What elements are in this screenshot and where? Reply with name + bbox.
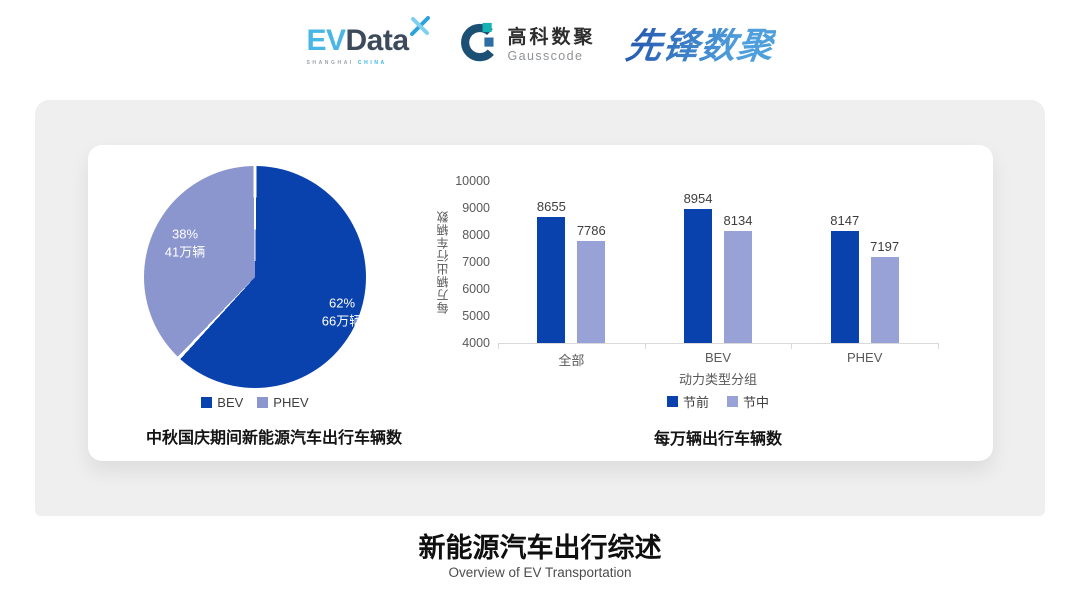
page-subtitle: Overview of EV Transportation: [448, 565, 632, 580]
bar-with-label: 8147: [830, 213, 859, 343]
evdata-tagline-shanghai: SHANGHAI: [306, 59, 354, 66]
pie-chart-block: 62% 66万辆 38% 41万辆 BEV PHEV 中秋国庆期间新能源汽车出行车…: [88, 145, 460, 461]
bar-chart-title: 每万辆出行车辆数: [653, 431, 782, 448]
bar: [577, 240, 606, 343]
header: EVData SHANGHAI CHINA 高科数聚 Gausscode 先锋数…: [0, 15, 1080, 69]
pie-label-phev-amount: 41万辆: [164, 244, 206, 259]
category-label: PHEV: [846, 350, 883, 365]
category-label: 全部: [558, 353, 585, 368]
pie-chart: 62% 66万辆 38% 41万辆: [144, 166, 366, 388]
bar-category-labels: 全部 BEV PHEV: [498, 350, 938, 369]
bar-x-axis-title: 动力类型分组: [678, 372, 757, 387]
y-tick-label: 4000: [462, 336, 490, 350]
bar-with-label: 7786: [577, 223, 606, 343]
evdata-wordmark: EVData: [306, 23, 409, 57]
bar-with-label: 8954: [684, 191, 713, 343]
bar-with-label: 7197: [870, 239, 899, 343]
legend-label: 节中: [743, 395, 770, 410]
pioneer-logo: 先锋数聚: [622, 24, 777, 66]
bar-with-label: 8134: [723, 213, 753, 343]
bar-y-axis-ticks: 10000 9000 8000 7000 6000 5000 4000: [428, 145, 490, 365]
legend-swatch: [727, 396, 738, 407]
bar-value-label: 8954: [683, 191, 713, 207]
gausscode-text: 高科数聚 Gausscode: [508, 28, 596, 63]
legend-item: BEV: [201, 395, 243, 410]
legend-swatch: [257, 397, 269, 408]
pie-label-phev-percent: 38%: [171, 226, 199, 242]
evdata-tagline: SHANGHAI CHINA: [306, 60, 408, 66]
pie-label-phev: 38% 41万辆: [165, 225, 205, 260]
bar-group: 8954 8134: [645, 181, 792, 343]
bar: [537, 217, 566, 343]
legend-item: 节中: [727, 392, 769, 411]
bar-value-label: 8147: [830, 213, 860, 229]
y-tick-label: 9000: [462, 201, 490, 215]
bar-group: 8147 7197: [791, 181, 938, 343]
x-axis-tick: [498, 343, 499, 349]
bar-value-label: 8134: [723, 213, 753, 229]
bar-with-label: 8655: [537, 199, 566, 343]
x-axis-tick: [791, 343, 793, 349]
gausscode-name-cn: 高科数聚: [507, 27, 596, 49]
pie-legend: BEV PHEV: [88, 395, 422, 410]
bar-value-label: 7197: [870, 238, 900, 254]
legend-swatch: [666, 396, 678, 407]
charts-card: 62% 66万辆 38% 41万辆 BEV PHEV 中秋国庆期间新能源汽车出行车…: [88, 145, 993, 461]
bar: [870, 256, 899, 343]
pie-chart-title: 中秋国庆期间新能源汽车出行车辆数: [145, 430, 402, 447]
category-label: BEV: [705, 350, 732, 365]
legend-item: PHEV: [257, 395, 309, 410]
y-tick-label: 5000: [462, 309, 490, 323]
pie-label-bev-percent: 62%: [328, 295, 356, 311]
bar-value-label: 8655: [536, 199, 566, 215]
charts-panel: 62% 66万辆 38% 41万辆 BEV PHEV 中秋国庆期间新能源汽车出行车…: [35, 100, 1045, 516]
evdata-wordmark-ev: EV: [306, 23, 346, 57]
x-axis-tick: [644, 343, 646, 349]
bar-plot-area: 8655 7786 8954 8134 8147 7197: [498, 181, 939, 349]
pie-label-bev: 62% 66万辆: [322, 294, 362, 329]
y-tick-label: 7000: [462, 255, 490, 269]
y-tick-label: 8000: [462, 228, 490, 242]
evdata-logo: EVData SHANGHAI CHINA: [306, 15, 430, 66]
evdata-tagline-china: CHINA: [357, 59, 387, 66]
y-tick-label: 10000: [455, 174, 490, 188]
page-title: 新能源汽车出行综述: [418, 533, 662, 563]
bar: [723, 231, 752, 343]
y-tick-label: 6000: [462, 282, 490, 296]
gausscode-logo: 高科数聚 Gausscode: [457, 22, 596, 69]
gausscode-g-icon: [457, 22, 499, 69]
bar: [830, 231, 859, 343]
evdata-x-spark-icon: [409, 15, 431, 42]
legend-label: 节前: [682, 395, 709, 410]
bar-group: 8655 7786: [498, 181, 645, 343]
bar-chart-block: 每万辆出行车辆数 10000 9000 8000 7000 6000 5000 4000 8…: [428, 145, 973, 461]
pie-label-bev-amount: 66万辆: [321, 313, 363, 328]
evdata-wordmark-data: Data: [345, 23, 409, 57]
legend-swatch: [201, 397, 213, 408]
bar: [684, 209, 713, 343]
legend-label: BEV: [217, 395, 244, 410]
bar-legend: 节前 节中: [498, 392, 938, 411]
legend-label: PHEV: [273, 395, 309, 410]
bar-value-label: 7786: [576, 222, 606, 238]
gausscode-name-en: Gausscode: [507, 48, 584, 63]
legend-item: 节前: [666, 392, 709, 411]
x-axis-tick: [938, 343, 939, 349]
